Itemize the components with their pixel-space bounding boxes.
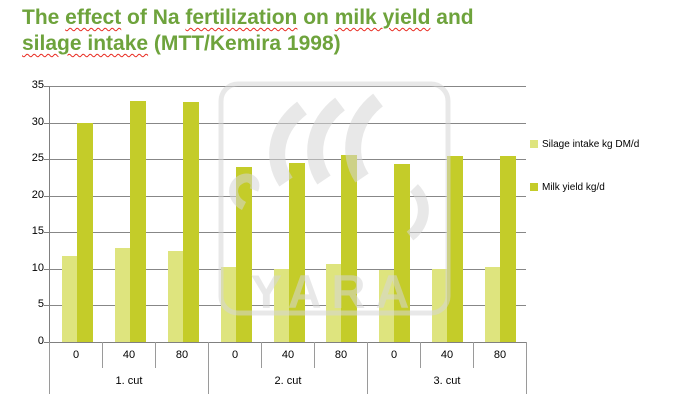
x-category-label-1cut-40: 40	[102, 342, 155, 368]
y-axis-tick	[44, 159, 49, 161]
y-axis-label-20: 20	[31, 188, 44, 201]
bar-milk-3cut80	[500, 155, 517, 342]
x-axis: 0 40 80 0 40 80 0 40 80 1. cut 2. cut 3. cut	[49, 342, 527, 394]
legend-swatch-milk-icon	[530, 183, 538, 191]
bar-milk-1cut40	[129, 100, 146, 342]
title-word: (MTT/Kemira 1998)	[148, 32, 341, 55]
page-title: The effect of Na fertilization on milk y…	[22, 5, 662, 57]
y-axis-label-10: 10	[31, 261, 44, 274]
gridline-30	[50, 122, 526, 124]
bar-silage-1cut40	[114, 248, 130, 342]
title-word: on	[297, 6, 335, 29]
bar-milk-2cut80	[341, 154, 358, 342]
title-word: The	[22, 6, 66, 29]
x-group-label-2: 2. cut	[208, 368, 367, 394]
x-category-label-2cut-40: 40	[261, 342, 314, 368]
gridline-35	[50, 86, 526, 87]
bar-milk-2cut0	[235, 167, 252, 342]
bar-milk-1cut80	[182, 102, 199, 342]
y-axis-tick	[44, 122, 49, 124]
bar-silage-2cut40	[273, 268, 289, 342]
legend-item-milk: Milk yield kg/d	[530, 181, 639, 193]
x-category-label-3cut-80: 80	[473, 342, 526, 368]
x-category-label-3cut-40: 40	[420, 342, 473, 368]
x-group-label-3: 3. cut	[367, 368, 526, 394]
title-word: and	[430, 6, 474, 29]
chart-legend: Silage intake kg DM/d Milk yield kg/d	[530, 138, 639, 224]
bar-silage-2cut0	[220, 267, 236, 342]
legend-swatch-silage-icon	[530, 140, 538, 148]
bar-milk-2cut40	[288, 162, 305, 342]
y-axis-tick	[44, 268, 49, 270]
y-axis-tick	[44, 86, 49, 87]
y-axis-tick	[44, 195, 49, 197]
x-axis-group-row: 1. cut 2. cut 3. cut	[50, 368, 526, 394]
title-word-misspelled: milk yield	[334, 6, 431, 29]
bar-silage-3cut40	[432, 268, 448, 342]
title-word: of Na	[121, 6, 186, 29]
x-category-label-1cut-80: 80	[155, 342, 208, 368]
y-axis-label-25: 25	[31, 152, 44, 165]
y-axis-label-30: 30	[31, 115, 44, 128]
title-word-misspelled: fertilization	[185, 6, 298, 29]
x-axis-category-row: 0 40 80 0 40 80 0 40 80	[50, 342, 526, 368]
bar-silage-1cut80	[167, 250, 183, 342]
title-word-misspelled: effect	[65, 6, 122, 29]
y-axis-label-0: 0	[37, 335, 44, 347]
bar-silage-1cut0	[62, 256, 77, 342]
x-category-label-2cut-80: 80	[314, 342, 367, 368]
bar-silage-3cut0	[379, 270, 395, 342]
legend-item-silage: Silage intake kg DM/d	[530, 138, 639, 150]
y-axis-label-15: 15	[31, 225, 44, 238]
x-category-label-3cut-0: 0	[367, 342, 420, 368]
title-word-misspelled: silage intake	[22, 32, 149, 55]
y-axis-tick	[44, 232, 49, 234]
y-axis-tick	[44, 342, 49, 343]
bar-milk-3cut0	[394, 163, 411, 342]
x-category-label-1cut-0: 0	[72, 349, 80, 361]
y-axis-label-5: 5	[37, 298, 44, 311]
bar-silage-3cut80	[485, 267, 501, 342]
y-axis-label-35: 35	[31, 79, 44, 91]
y-axis-tick	[44, 305, 49, 307]
bar-milk-3cut40	[447, 155, 464, 342]
x-category-label-2cut-0: 0	[208, 342, 261, 368]
legend-label-silage: Silage intake kg DM/d	[542, 138, 640, 150]
bar-milk-1cut0	[77, 122, 93, 342]
bar-silage-2cut80	[326, 263, 342, 342]
x-group-label-1: 1. cut	[115, 375, 143, 387]
legend-label-milk: Milk yield kg/d	[542, 181, 605, 193]
plot-area	[49, 86, 526, 343]
